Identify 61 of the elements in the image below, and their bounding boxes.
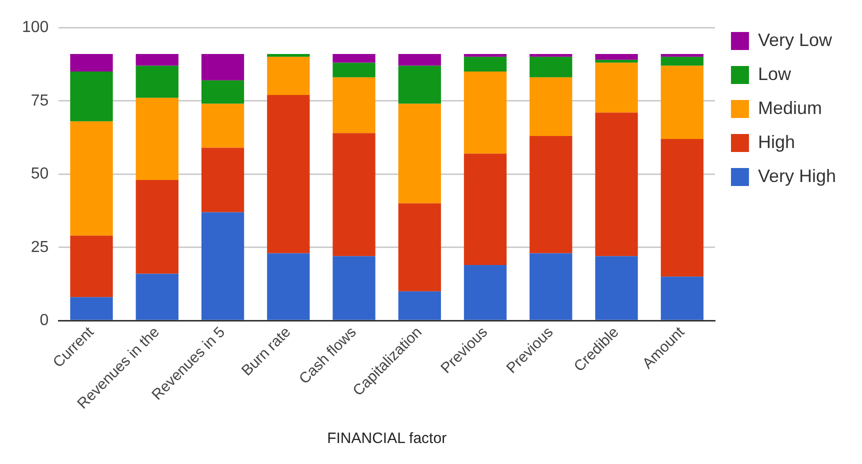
- bar: [332, 256, 376, 320]
- bar: [464, 56, 507, 72]
- bar: [267, 56, 310, 95]
- bar: [595, 54, 638, 60]
- bar: [464, 154, 507, 265]
- x-tick-label: Burn rate: [238, 324, 294, 380]
- bar: [464, 264, 507, 320]
- bar: [201, 54, 244, 80]
- bar: [267, 94, 310, 254]
- bar: [530, 56, 572, 78]
- y-tick-label: 50: [30, 166, 49, 183]
- bar: [332, 77, 376, 134]
- bar: [660, 54, 704, 57]
- bar: [530, 77, 572, 136]
- bar: [136, 54, 178, 66]
- bar: [70, 121, 113, 236]
- bar: [660, 138, 704, 277]
- bar: [70, 54, 113, 72]
- bar: [595, 112, 638, 256]
- bar: [136, 274, 178, 320]
- y-tick-label: 25: [30, 238, 49, 256]
- bar: [136, 98, 178, 180]
- bar: [464, 54, 507, 57]
- bar: [660, 276, 704, 320]
- bar: [530, 136, 572, 254]
- bar: [595, 62, 638, 113]
- bar: [267, 253, 310, 320]
- bar: [398, 104, 441, 204]
- bar: [136, 66, 178, 98]
- bar: [70, 297, 113, 320]
- y-tick-label: 75: [30, 92, 49, 110]
- bar: [595, 60, 638, 63]
- y-tick-label: 0: [40, 312, 49, 330]
- bar: [70, 72, 113, 122]
- bar: [201, 148, 244, 212]
- y-tick-label: 100: [22, 19, 49, 36]
- bar: [267, 54, 310, 57]
- legend-label: Low: [758, 64, 792, 84]
- bar: [464, 72, 507, 154]
- bar: [332, 133, 376, 256]
- bar: [530, 54, 572, 57]
- legend-label: Medium: [758, 98, 822, 118]
- bar: [595, 256, 638, 320]
- bar: [201, 104, 244, 148]
- bar: [398, 66, 441, 104]
- bar: [530, 253, 572, 320]
- bar: [136, 180, 178, 274]
- legend-label: Very Low: [758, 30, 833, 50]
- bar: [660, 66, 704, 139]
- bar: [201, 80, 244, 104]
- legend-label: High: [758, 132, 795, 152]
- bar: [398, 291, 441, 320]
- x-axis-title: FINANCIAL factor: [327, 430, 447, 448]
- bar: [398, 54, 441, 66]
- bar: [201, 212, 244, 320]
- bar: [332, 62, 376, 78]
- legend-label: Very High: [758, 166, 836, 186]
- bar: [398, 203, 441, 292]
- bar: [70, 236, 113, 298]
- bar: [660, 56, 704, 66]
- bar: [332, 54, 376, 63]
